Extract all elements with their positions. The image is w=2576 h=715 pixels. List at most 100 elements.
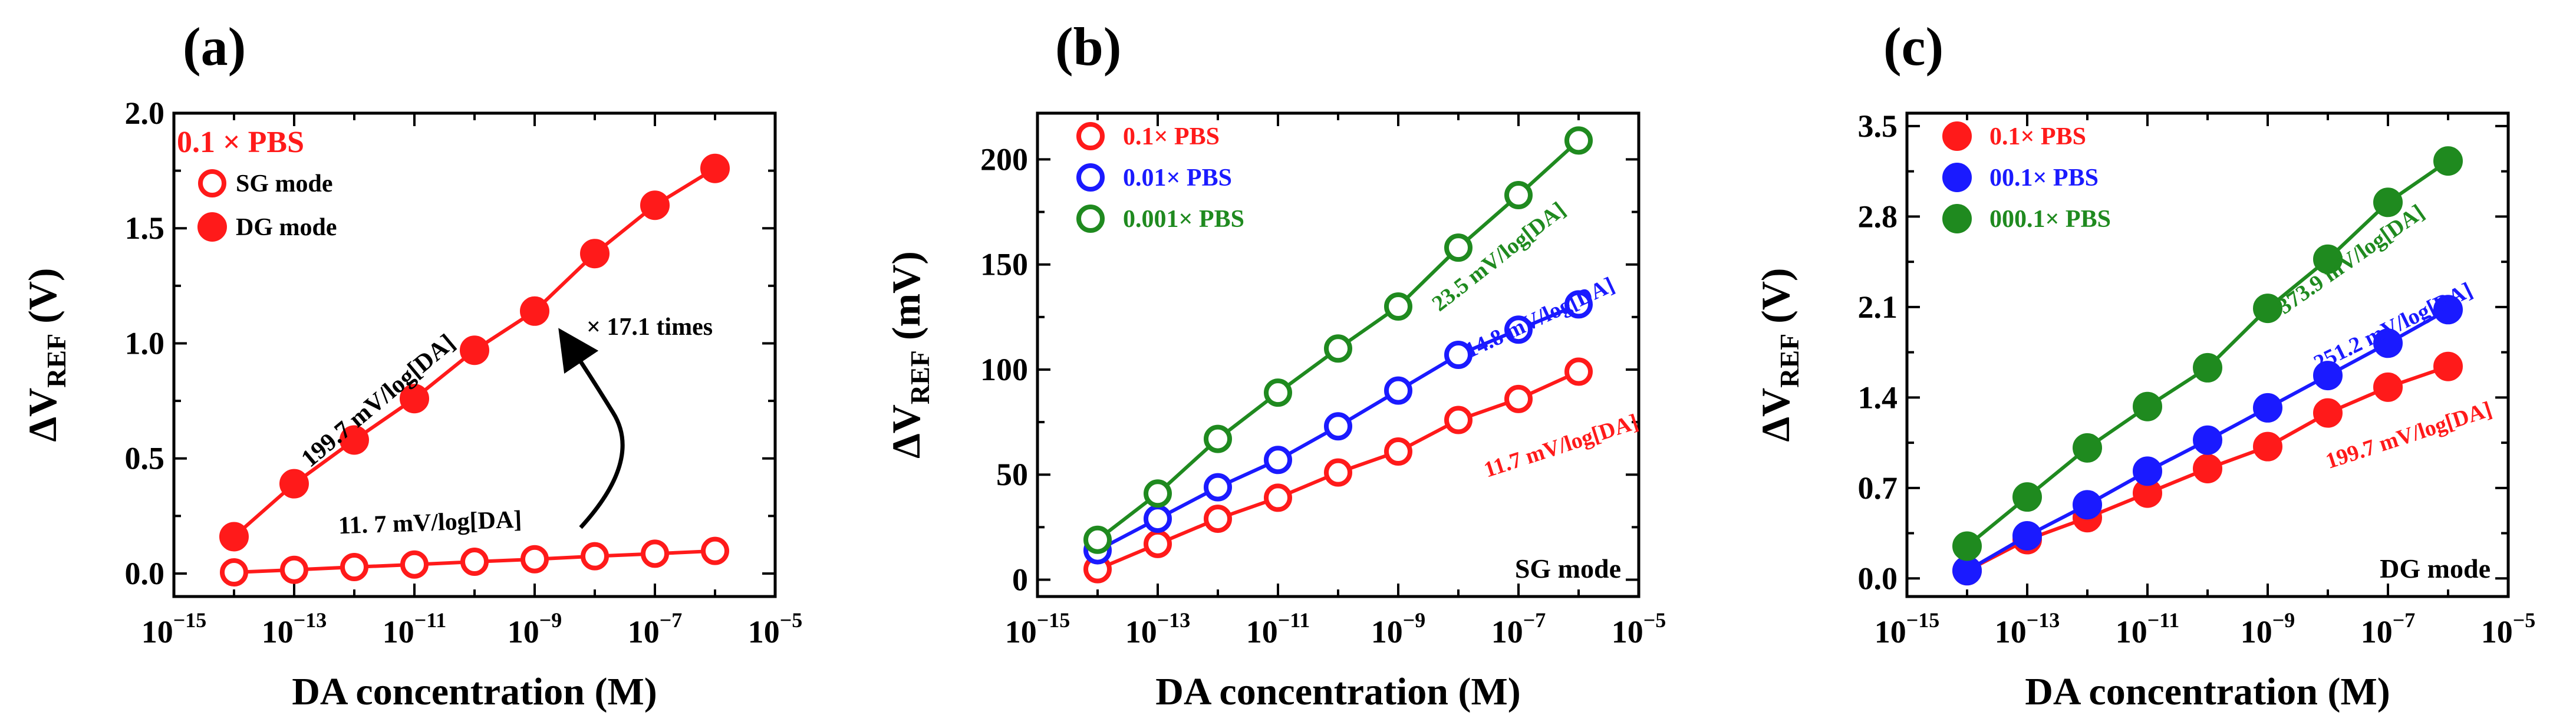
data-point (1952, 531, 1982, 561)
data-point (1204, 505, 1232, 533)
y-tick-label: 100 (980, 352, 1028, 387)
data-point (2073, 433, 2102, 463)
data-point (701, 536, 729, 565)
annotation: 199.7 mV/log[DA] (2323, 397, 2495, 474)
data-point (700, 153, 730, 183)
data-point (2253, 294, 2282, 324)
y-tick-label: 200 (980, 141, 1028, 177)
x-tick-label: 10−7 (1491, 608, 1546, 650)
data-point (279, 469, 309, 499)
data-point (2253, 393, 2282, 423)
data-point (520, 296, 549, 326)
data-point (1444, 233, 1473, 262)
y-tick-label: 50 (996, 457, 1028, 492)
y-tick-label: 0.7 (1858, 470, 1898, 506)
y-tick-label: 0 (1012, 562, 1028, 597)
data-point (2193, 425, 2222, 455)
data-point (2253, 431, 2282, 462)
chart-panel-c: (c) 10−15 10−13 10−11 10−9 10−7 10−5 0.0 0.7 1.4 2… (1753, 17, 2535, 713)
y-tick-label: 1.0 (125, 325, 165, 361)
data-point (2193, 453, 2222, 483)
legend-label: 0.001× PBS (1123, 206, 1244, 233)
data-point (581, 542, 609, 571)
annotation: 11. 7 mV/log[DA] (338, 506, 522, 540)
data-point (1444, 406, 1473, 434)
data-point (2193, 352, 2222, 383)
x-tick-label: 10−5 (2481, 608, 2536, 650)
legend-marker (1076, 205, 1105, 233)
x-tick-label: 10−15 (141, 608, 207, 650)
x-tick-label: 10−15 (1005, 608, 1070, 650)
data-point (219, 522, 249, 552)
data-point (2373, 328, 2403, 358)
x-axis-label: DA concentration (M) (1155, 670, 1521, 713)
x-tick-label: 10−11 (383, 608, 447, 650)
data-point (2133, 391, 2162, 421)
data-point (2373, 372, 2403, 402)
data-point (1504, 315, 1533, 344)
annotation: 14.8 mV/log[DA] (1461, 272, 1618, 363)
data-point (1564, 357, 1593, 386)
data-point (2313, 361, 2343, 391)
legend-label: DG mode (236, 214, 337, 241)
x-tick-label: 10−13 (1995, 608, 2060, 650)
data-point (340, 553, 368, 582)
data-point (1324, 334, 1352, 363)
x-tick-label: 10−13 (1125, 608, 1191, 650)
legend-label: 0.1× PBS (1989, 123, 2086, 150)
data-point (580, 239, 610, 269)
y-tick-label: 0.0 (1858, 561, 1898, 596)
x-tick-label: 10−7 (2361, 608, 2416, 650)
data-point (2433, 295, 2463, 325)
mode-label: SG mode (1515, 553, 1621, 584)
annotation: 11.7 mV/log[DA] (1481, 410, 1641, 483)
data-point (640, 190, 670, 220)
legend-label: SG mode (236, 170, 333, 197)
data-point (2313, 244, 2343, 274)
data-point (400, 384, 429, 414)
data-point (1144, 505, 1172, 533)
mode-label: DG mode (2380, 553, 2491, 584)
data-point (1324, 458, 1352, 487)
y-axis-label: ΔVREF (V) (1753, 268, 1804, 441)
legend-label: 000.1× PBS (1989, 206, 2111, 233)
data-point (2012, 482, 2042, 512)
data-point (1204, 424, 1232, 453)
data-point (1264, 378, 1292, 407)
data-point (2073, 490, 2102, 520)
data-point (1564, 290, 1593, 319)
legend-label: 0.01× PBS (1123, 164, 1232, 192)
x-axis-label: DA concentration (M) (292, 670, 657, 713)
data-point (280, 555, 308, 584)
annotation: 373.9 mV/log[DA] (2273, 200, 2429, 319)
panel-label: (a) (183, 17, 246, 77)
legend-marker (1942, 163, 1972, 192)
y-axis-label: ΔVREF (mV) (884, 251, 935, 459)
y-tick-label: 2.8 (1858, 199, 1898, 234)
data-point (1144, 479, 1172, 508)
data-point (1564, 126, 1593, 155)
data-point (641, 539, 669, 568)
data-point (1384, 376, 1412, 405)
data-point (1204, 473, 1232, 502)
x-tick-label: 10−5 (1612, 608, 1666, 650)
data-point (1444, 341, 1473, 369)
data-point (2313, 398, 2343, 428)
chart-title: 0.1 × PBS (177, 126, 304, 159)
legend-marker (1942, 121, 1972, 151)
data-point (1264, 483, 1292, 512)
data-point (1144, 529, 1172, 558)
legend-marker (1076, 122, 1105, 150)
data-point (2433, 351, 2463, 381)
x-axis-label: DA concentration (M) (2025, 670, 2390, 713)
annotation: × 17.1 times (587, 314, 713, 341)
y-tick-label: 150 (980, 247, 1028, 282)
x-tick-label: 10−11 (2116, 608, 2180, 650)
data-point (220, 558, 248, 587)
data-point (1504, 384, 1533, 413)
legend-label: 00.1× PBS (1989, 164, 2099, 192)
data-point (521, 545, 549, 574)
panel-label: (b) (1055, 17, 1121, 77)
x-tick-label: 10−9 (508, 608, 562, 650)
